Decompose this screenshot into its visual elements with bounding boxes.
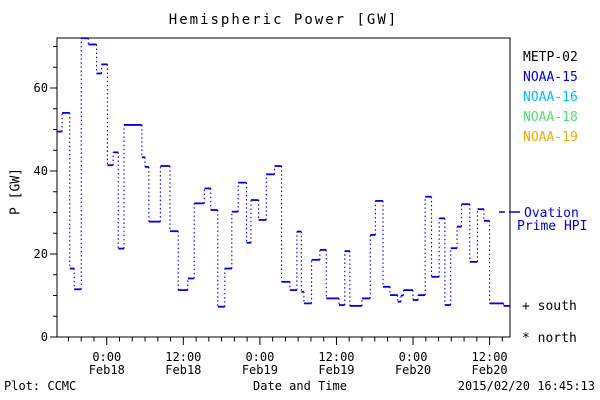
svg-text:0: 0 [41, 330, 48, 344]
x-axis-ticks [67, 337, 503, 345]
svg-text:0:00: 0:00 [245, 350, 274, 364]
svg-text:20: 20 [34, 247, 48, 261]
svg-text:60: 60 [34, 81, 48, 95]
svg-text:0:00: 0:00 [92, 350, 121, 364]
legend-item-noaa-19: NOAA-19 [523, 130, 578, 145]
svg-text:Feb19: Feb19 [242, 363, 278, 377]
svg-text:Feb18: Feb18 [89, 363, 125, 377]
plot-title: Hemispheric Power [GW] [168, 12, 399, 28]
plot-frame [56, 37, 511, 338]
north-marker-legend: * north [522, 331, 577, 346]
svg-text:Feb20: Feb20 [472, 363, 508, 377]
legend-item-noaa-16: NOAA-16 [523, 90, 578, 105]
plot-credit: Plot: CCMC [4, 379, 77, 393]
svg-text:40: 40 [34, 164, 48, 178]
legend-item-noaa-18: NOAA-18 [523, 110, 578, 125]
svg-text:12:00: 12:00 [318, 350, 354, 364]
svg-text:0:00: 0:00 [399, 350, 428, 364]
ovation-legend-label-line2: Prime HPI [517, 219, 588, 234]
svg-text:Feb19: Feb19 [318, 363, 354, 377]
south-marker-legend: + south [522, 299, 577, 314]
plot-timestamp: 2015/02/20 16:45:13 [457, 379, 595, 393]
ovation-legend-label-line1: Ovation [524, 206, 579, 221]
svg-text:12:00: 12:00 [165, 350, 201, 364]
legend-item-metp-02: METP-02 [523, 50, 578, 65]
svg-text:Feb20: Feb20 [395, 363, 431, 377]
legend-item-noaa-15: NOAA-15 [523, 70, 578, 85]
svg-text:12:00: 12:00 [472, 350, 508, 364]
x-axis-title: Date and Time [253, 379, 347, 393]
svg-text:Feb18: Feb18 [165, 363, 201, 377]
data-series-ovation-prime-hpi [57, 37, 510, 308]
y-axis-tick-labels: 0 20 40 60 [34, 81, 48, 344]
y-axis-ticks [50, 46, 57, 338]
x-axis-tick-labels: 0:00Feb1812:00Feb180:00Feb1912:00Feb190:… [89, 350, 508, 377]
